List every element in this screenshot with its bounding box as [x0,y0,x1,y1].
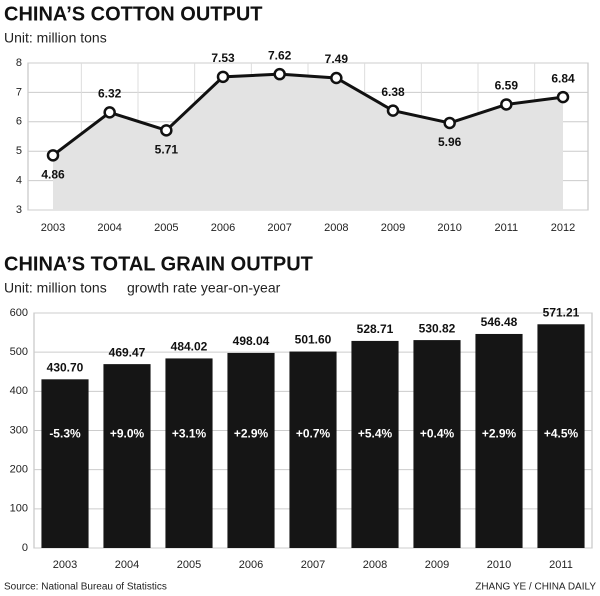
y-tick-label: 5 [16,145,22,157]
y-tick-label: 500 [10,346,28,358]
data-label: 5.96 [438,135,462,149]
data-label: 7.62 [268,48,292,62]
y-tick-label: 0 [22,542,28,554]
bar [103,364,151,548]
legend-label: growth rate year-on-year [127,280,281,296]
y-tick-label: 600 [10,307,28,319]
x-tick-label: 2003 [53,559,77,571]
point [386,104,400,117]
y-tick-label: 300 [10,424,28,436]
bar [165,358,213,548]
bar [41,379,89,548]
line [52,72,564,157]
point [46,149,60,162]
x-tick-label: 2010 [437,222,461,234]
x-tick-label: 2004 [115,559,139,571]
growth-label: +2.9% [482,427,517,441]
data-label: 6.38 [381,85,405,99]
bar [289,351,337,548]
growth-label: +3.1% [172,427,207,441]
y-tick-label: 100 [10,503,28,515]
x-tick-label: 2003 [41,222,65,234]
growth-label: +0.7% [296,427,331,441]
data-label: 501.60 [295,333,332,347]
data-label: 528.71 [357,322,394,336]
point [160,124,173,137]
source: Source: National Bureau of Statistics [4,582,167,593]
y-tick-label: 3 [16,204,22,216]
data-label: 5.71 [155,142,179,156]
point [556,90,570,104]
growth-label: +5.4% [358,427,393,441]
x-tick-label: 2006 [211,222,235,234]
bar [413,340,461,548]
y-tick-label: 200 [10,464,28,476]
point [273,67,286,81]
point [443,116,456,130]
data-label: 6.59 [495,79,519,93]
growth-label: +4.5% [544,427,579,441]
y-tick-label: 4 [16,175,22,187]
bar [351,340,399,548]
x-tick-label: 2010 [487,559,511,571]
bar [475,333,523,548]
x-tick-label: 2006 [239,559,263,571]
x-tick-label: 2004 [97,222,121,234]
data-label: 6.32 [98,87,122,101]
y-tick-label: 400 [10,385,28,397]
x-tick-label: 2005 [154,222,178,234]
chart-subtitle: Unit: million tons [4,280,107,296]
growth-label: +0.4% [420,427,455,441]
x-tick-label: 2011 [495,222,519,234]
data-label: 571.21 [543,305,580,319]
growth-label: +2.9% [234,427,269,441]
bar [227,352,275,548]
x-tick-label: 2007 [301,559,325,571]
x-tick-label: 2007 [267,222,291,234]
data-label: 498.04 [233,334,270,348]
data-label: 469.47 [109,345,146,359]
data-label: 546.48 [481,315,518,329]
chart-title: CHINA’S COTTON OUTPUT [4,3,263,25]
data-label: 430.70 [47,360,84,374]
x-tick-label: 2012 [551,222,575,234]
data-label: 7.53 [211,51,235,65]
point [103,106,116,119]
growth-label: -5.3% [49,427,81,441]
data-label: 4.86 [41,167,65,181]
data-label: 7.49 [325,52,349,66]
x-tick-label: 2008 [324,222,348,234]
chart-subtitle: Unit: million tons [4,30,107,46]
area [53,74,563,210]
point [330,71,343,85]
growth-label: +9.0% [110,427,145,441]
x-tick-label: 2009 [425,559,449,571]
point [216,70,230,84]
y-tick-label: 6 [16,116,22,128]
bar [537,324,585,548]
data-label: 530.82 [419,321,456,335]
x-tick-label: 2005 [177,559,201,571]
y-tick-label: 7 [16,86,22,98]
chart-title: CHINA’S TOTAL GRAIN OUTPUT [4,253,313,275]
data-label: 484.02 [171,340,208,354]
data-label: 6.84 [551,71,575,85]
point [500,98,513,111]
x-tick-label: 2011 [549,559,573,571]
x-tick-label: 2008 [363,559,387,571]
y-tick-label: 8 [16,57,22,69]
credit: ZHANG YE / CHINA DAILY [475,582,596,593]
x-tick-label: 2009 [381,222,405,234]
